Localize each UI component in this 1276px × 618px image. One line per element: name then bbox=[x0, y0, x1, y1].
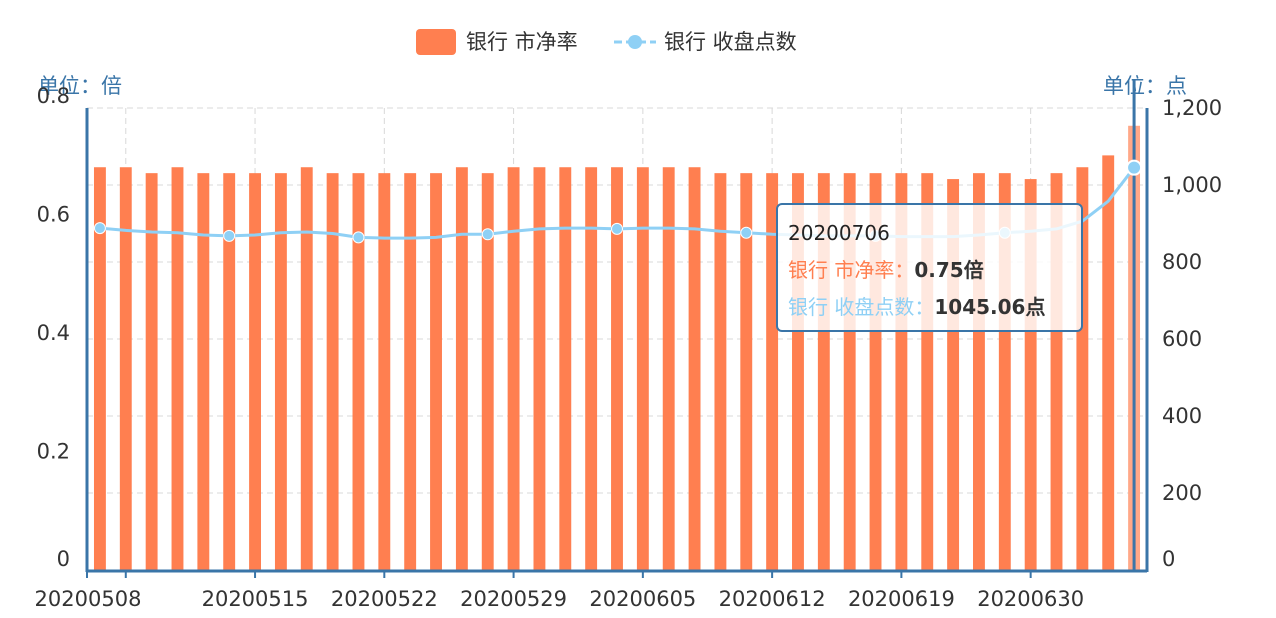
bar-20200618[interactable] bbox=[869, 173, 882, 570]
x-tick-label: 20200508 bbox=[35, 587, 142, 611]
bar-20200602[interactable] bbox=[559, 167, 572, 570]
legend-bar-swatch[interactable] bbox=[416, 29, 456, 55]
bar-20200615[interactable] bbox=[792, 173, 804, 570]
bar-20200525[interactable] bbox=[404, 173, 417, 570]
y-right-tick-label: 600 bbox=[1162, 327, 1202, 351]
bar-20200526[interactable] bbox=[430, 173, 442, 570]
y-right-unit-label: 单位：点 bbox=[1103, 74, 1187, 98]
y-right-tick-label: 1,200 bbox=[1162, 96, 1222, 120]
bar-20200528[interactable] bbox=[481, 173, 494, 570]
tooltip-pb-label: 银行 市净率： bbox=[788, 258, 915, 282]
bar-20200518[interactable] bbox=[274, 173, 287, 570]
close-point-20200706[interactable] bbox=[1126, 159, 1143, 176]
bars bbox=[93, 125, 1141, 571]
y-left-tick-label: 0.4 bbox=[37, 321, 70, 345]
bar-20200512[interactable] bbox=[171, 167, 184, 570]
x-tick-label: 20200612 bbox=[719, 587, 826, 611]
bar-20200702[interactable] bbox=[1076, 167, 1089, 570]
y-right-tick-label: 200 bbox=[1162, 481, 1202, 505]
bar-20200520[interactable] bbox=[326, 173, 339, 570]
close-point-20200507[interactable] bbox=[93, 222, 106, 235]
bar-20200616[interactable] bbox=[817, 173, 830, 570]
y-right-tick-label: 0 bbox=[1162, 547, 1175, 571]
bar-20200629[interactable] bbox=[998, 173, 1011, 570]
tooltip-pb-value: 0.75倍 bbox=[914, 258, 984, 282]
close-point-20200611[interactable] bbox=[740, 226, 753, 239]
tooltip: 20200706 银行 市净率：0.75倍 银行 收盘点数：1045.06点 bbox=[776, 203, 1083, 332]
bar-20200601[interactable] bbox=[533, 167, 546, 570]
bar-20200513[interactable] bbox=[197, 173, 210, 570]
bar-20200522[interactable] bbox=[378, 173, 391, 570]
bar-20200612[interactable] bbox=[766, 173, 779, 570]
x-tick-label: 20200529 bbox=[460, 587, 567, 611]
bar-20200514[interactable] bbox=[223, 173, 236, 570]
bar-20200519[interactable] bbox=[300, 167, 313, 570]
bar-20200511[interactable] bbox=[145, 173, 158, 570]
tick-labels: 0 0.2 0.4 0.6 0.8 0 200 400 600 800 1,000 1,200 2020… bbox=[35, 84, 1223, 611]
y-left-tick-label: 0.2 bbox=[37, 440, 70, 464]
bar-20200610[interactable] bbox=[714, 173, 727, 570]
x-tick-label: 20200630 bbox=[977, 587, 1084, 611]
legend-line-label[interactable]: 银行 收盘点数 bbox=[664, 30, 797, 54]
tooltip-close-value: 1045.06点 bbox=[934, 295, 1046, 319]
bar-20200624[interactable] bbox=[973, 173, 985, 570]
tooltip-pb-row: 银行 市净率：0.75倍 bbox=[788, 252, 1071, 289]
bar-20200529[interactable] bbox=[507, 167, 520, 570]
close-point-20200604[interactable] bbox=[611, 222, 623, 235]
x-tick-label: 20200522 bbox=[331, 587, 438, 611]
bar-20200508[interactable] bbox=[119, 167, 132, 570]
bar-20200619[interactable] bbox=[895, 173, 908, 570]
x-tick-label: 20200619 bbox=[848, 587, 955, 611]
bar-20200605[interactable] bbox=[636, 167, 649, 570]
bar-20200703[interactable] bbox=[1102, 155, 1115, 570]
legend[interactable]: 银行 市净率 银行 收盘点数 bbox=[416, 29, 797, 55]
bar-20200604[interactable] bbox=[611, 167, 623, 570]
y-right-tick-label: 400 bbox=[1162, 404, 1202, 428]
bar-20200617[interactable] bbox=[843, 173, 856, 570]
bar-20200609[interactable] bbox=[688, 167, 701, 570]
bar-20200521[interactable] bbox=[352, 173, 365, 570]
legend-bar-label[interactable]: 银行 市净率 bbox=[466, 30, 578, 54]
legend-line-marker bbox=[628, 35, 642, 49]
bar-20200630[interactable] bbox=[1024, 179, 1037, 571]
bar-20200603[interactable] bbox=[585, 167, 598, 570]
x-tick-label: 20200515 bbox=[202, 587, 309, 611]
x-tick-label: 20200605 bbox=[589, 587, 696, 611]
tooltip-date: 20200706 bbox=[788, 221, 890, 245]
close-point-20200521[interactable] bbox=[352, 231, 365, 244]
bar-20200608[interactable] bbox=[662, 167, 675, 570]
tooltip-close-label: 银行 收盘点数： bbox=[788, 295, 935, 319]
tooltip-close-row: 银行 收盘点数：1045.06点 bbox=[788, 289, 1071, 326]
y-right-tick-label: 1,000 bbox=[1162, 173, 1222, 197]
bar-20200507[interactable] bbox=[93, 167, 106, 570]
bar-20200622[interactable] bbox=[921, 173, 934, 570]
y-left-tick-label: 0.8 bbox=[37, 84, 70, 108]
close-point-20200528[interactable] bbox=[481, 228, 494, 241]
bar-20200623[interactable] bbox=[947, 179, 960, 571]
bar-20200515[interactable] bbox=[249, 173, 261, 570]
y-left-tick-label: 0 bbox=[57, 547, 70, 571]
y-right-tick-label: 800 bbox=[1162, 250, 1202, 274]
bar-20200701[interactable] bbox=[1050, 173, 1063, 570]
bar-20200527[interactable] bbox=[455, 167, 468, 570]
close-point-20200514[interactable] bbox=[223, 229, 236, 242]
y-left-tick-label: 0.6 bbox=[37, 203, 70, 227]
bar-20200611[interactable] bbox=[740, 173, 753, 570]
y-left-unit-label: 单位：倍 bbox=[38, 74, 122, 98]
